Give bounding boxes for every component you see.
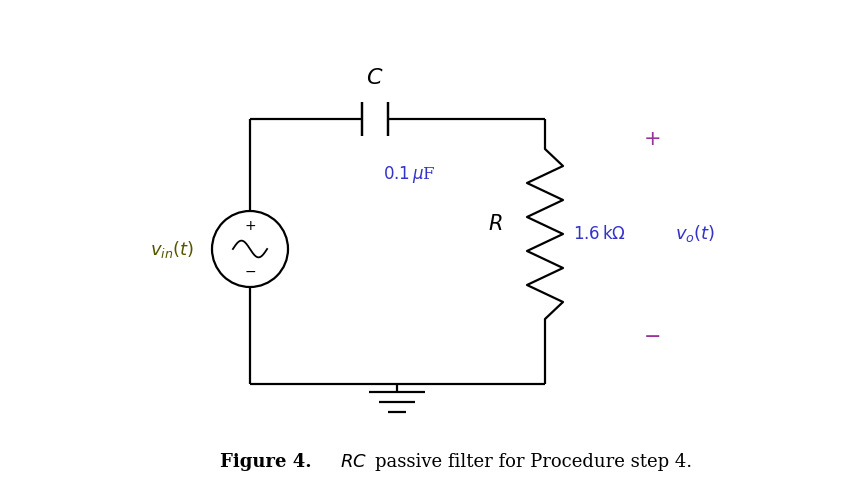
Text: −: − xyxy=(643,327,661,347)
Text: Figure 4.: Figure 4. xyxy=(220,453,311,471)
Text: $RC$: $RC$ xyxy=(339,453,367,471)
Text: $0.1\,\mu$F: $0.1\,\mu$F xyxy=(382,164,435,185)
Text: $v_{in}(t)$: $v_{in}(t)$ xyxy=(149,238,194,260)
Text: $C$: $C$ xyxy=(366,67,383,89)
Text: $v_o(t)$: $v_o(t)$ xyxy=(674,223,715,244)
Text: +: + xyxy=(643,129,661,149)
Text: −: − xyxy=(244,265,256,279)
Text: $1.6\,{\rm k}\Omega$: $1.6\,{\rm k}\Omega$ xyxy=(572,225,625,243)
Text: passive filter for Procedure step 4.: passive filter for Procedure step 4. xyxy=(374,453,691,471)
Text: +: + xyxy=(244,219,256,233)
Text: $R$: $R$ xyxy=(487,214,502,234)
